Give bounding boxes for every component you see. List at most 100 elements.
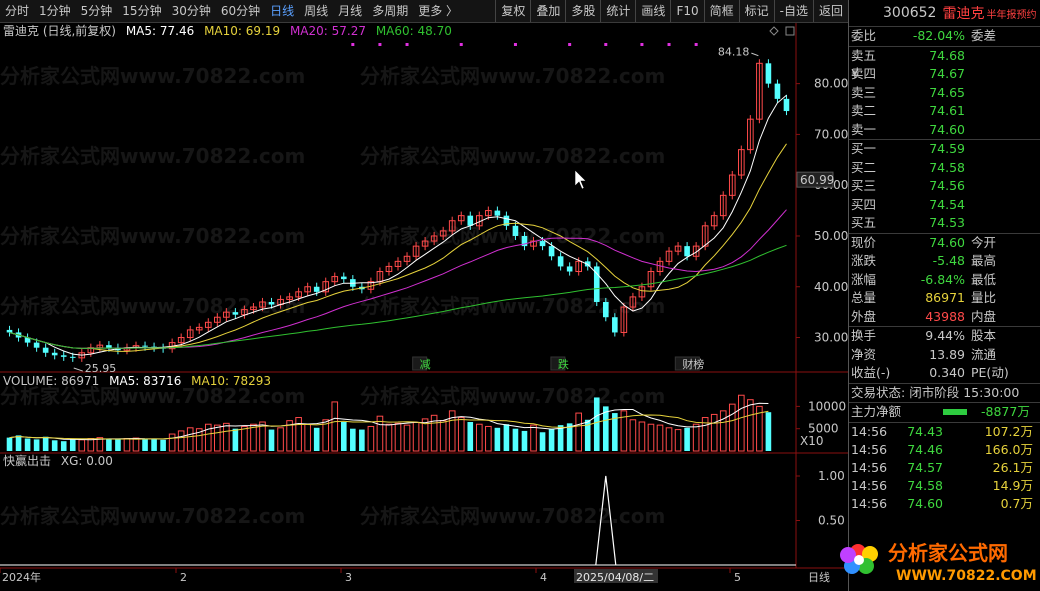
xg-signal-line (595, 475, 617, 566)
signal-dot (459, 43, 463, 46)
toolbar-button[interactable]: 标记 (738, 0, 774, 22)
candle-up (322, 281, 330, 293)
stat-value: 74.60 (929, 234, 965, 250)
trade-price: 74.58 (907, 477, 943, 493)
ask-book: 卖五 ¥ 74.68 卖四 74.67 卖三 74.65 卖二 74.61 卖一 74.60 (849, 47, 1040, 140)
period-tab[interactable]: 周线 (304, 4, 329, 18)
volume-bar-up (168, 433, 176, 452)
candle-down (593, 266, 600, 302)
toolbar-button[interactable]: 复权 (495, 0, 530, 22)
volume-bar-down (684, 427, 690, 451)
volume-bar-up (665, 427, 673, 452)
candle-down (774, 83, 781, 99)
diamond-icon (769, 26, 779, 36)
book-price: 74.67 (929, 66, 965, 81)
volume-bar-down (115, 439, 121, 451)
volume-bar-down (467, 422, 474, 451)
period-tab[interactable]: 多周期 (372, 4, 409, 18)
period-tab[interactable]: 分时 (5, 4, 30, 18)
toolbar-button[interactable]: 简框 (703, 0, 739, 22)
low-price-label: 25.95 (85, 362, 117, 375)
volume-label: VOLUME: 86971 (3, 374, 100, 388)
volume-bar-up (701, 417, 709, 452)
candle-up (439, 230, 447, 237)
volume-bar-up (96, 437, 104, 452)
toolbar-button[interactable]: 多股 (565, 0, 600, 22)
book-price: 74.59 (929, 141, 965, 156)
stat-value: -5.48 (932, 253, 965, 268)
event-marker-box (674, 356, 700, 371)
period-tab[interactable]: 60分钟 (220, 4, 261, 18)
price-tick-label: 30.00 (814, 331, 848, 345)
event-marker: 减 (420, 358, 431, 371)
volume-bar-down (268, 429, 275, 451)
trade-amount: 26.1万 (992, 459, 1033, 475)
chart-area[interactable]: 80.0070.0060.0050.0040.0030.0060.9984.18… (0, 23, 848, 591)
weibi-value: -82.04% (912, 28, 965, 43)
stat-row: 换手 9.44% 股本 (849, 327, 1040, 346)
trade-amount: 14.9万 (992, 477, 1033, 493)
book-row: 买一 74.59 (849, 140, 1040, 159)
indicator-tick-label: 1.00 (818, 469, 845, 483)
volume-bar-down (106, 438, 112, 451)
stat-row: 外盘 43988 内盘 (849, 308, 1040, 327)
toolbar-button[interactable]: 叠加 (530, 0, 565, 22)
volume-bar-up (674, 429, 682, 452)
stock-name[interactable]: 雷迪克 (942, 6, 985, 22)
volume-bar-up (430, 414, 438, 452)
current-price-box (796, 171, 834, 188)
period-tab[interactable]: 更多 〉 (418, 4, 459, 18)
volume-bar-up (214, 424, 221, 452)
volume-bar-down (42, 436, 49, 451)
period-tab[interactable]: 1分钟 (39, 4, 71, 18)
high-pointer (751, 52, 759, 57)
book-price: 74.53 (929, 215, 965, 230)
candle-up (412, 245, 420, 257)
trade-time: 14:56 (851, 477, 888, 493)
toolbar-button[interactable]: 返回 (812, 0, 848, 22)
toolbar-button[interactable]: 统计 (600, 0, 635, 22)
volume-bar-up (457, 417, 465, 452)
volume-bar-up (241, 425, 248, 452)
candle-down (566, 266, 573, 272)
stat-label-right: 量比 (971, 290, 997, 305)
candle-up (394, 260, 402, 267)
period-tab[interactable]: 15分钟 (122, 4, 162, 18)
stock-code: 300652 (883, 5, 937, 21)
event-marker: 跌 (558, 357, 569, 371)
candle-up (457, 215, 465, 222)
book-price: 74.61 (929, 103, 965, 118)
period-tab[interactable]: 月线 (338, 4, 363, 18)
trade-time: 14:56 (851, 441, 888, 457)
candle-up (204, 321, 212, 328)
report-tag[interactable]: 半年报预约 (986, 9, 1037, 21)
book-label: 卖一 (851, 121, 877, 137)
toolbar-button[interactable]: F10 (670, 0, 703, 22)
weibi-label: 委比 (851, 28, 877, 43)
candle-down (467, 215, 474, 226)
candle-down (539, 241, 546, 247)
period-tab[interactable]: 日线 (270, 4, 295, 18)
volume-bar-up (620, 410, 628, 452)
period-tab[interactable]: 30分钟 (171, 4, 211, 18)
toolbar-button[interactable]: -自选 (773, 0, 813, 22)
candle-up (250, 306, 257, 311)
vma5-label: MA5: 83716 (109, 374, 182, 388)
book-label: 卖五 ¥ (851, 47, 877, 82)
toolbar-button[interactable]: 画线 (635, 0, 670, 22)
candlestick-chart[interactable]: 80.0070.0060.0050.0040.0030.0060.9984.18… (0, 23, 848, 591)
ma10-line (9, 143, 787, 352)
volume-bar-up (738, 394, 745, 452)
candle-up (692, 245, 700, 257)
volume-bar-up (322, 419, 330, 452)
signal-dot (640, 43, 644, 46)
weibi-row: 委比 -82.04% 委差 (849, 27, 1040, 46)
period-tab[interactable]: 5分钟 (80, 4, 113, 18)
candle-down (42, 347, 49, 353)
candle-up (295, 291, 302, 298)
volume-bar-down (60, 441, 67, 451)
volume-bar-up (250, 423, 257, 452)
candle-up (223, 311, 230, 318)
volume-bar-up (186, 427, 194, 452)
candle-down (142, 345, 148, 347)
